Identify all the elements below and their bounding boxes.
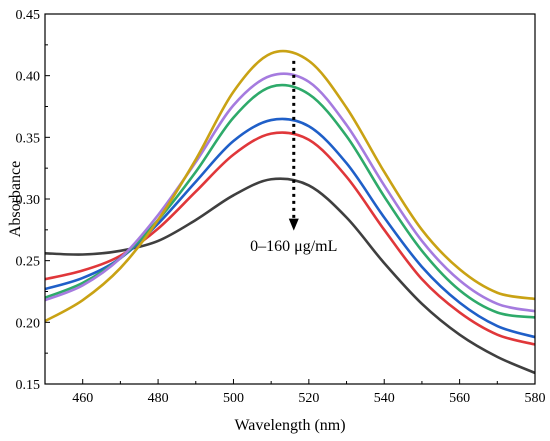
y-axis-title: Absorbance — [7, 161, 24, 237]
series-layer — [44, 49, 536, 375]
x-axis: 460 480 500 520 540 560 580 — [44, 379, 546, 406]
x-tick-label: 540 — [374, 391, 395, 406]
x-tick-label: 460 — [72, 391, 93, 406]
annotation-label: 0–160 μg/mL — [250, 238, 337, 255]
series-line-3 — [44, 117, 536, 339]
plot-frame — [44, 13, 536, 385]
x-axis-title: Wavelength (nm) — [234, 417, 345, 434]
y-tick-label: 0.35 — [16, 131, 41, 146]
series-line-1 — [44, 177, 536, 375]
y-tick-label: 0.40 — [16, 70, 41, 85]
x-tick-label: 500 — [223, 391, 244, 406]
y-tick-label: 0.45 — [16, 8, 41, 23]
y-axis: 0.15 0.20 0.25 0.30 0.35 0.40 0.45 — [16, 8, 50, 393]
annotation-arrowhead — [288, 218, 299, 231]
x-tick-label: 520 — [298, 391, 319, 406]
y-tick-label: 0.15 — [16, 378, 41, 393]
y-tick-label: 0.30 — [16, 193, 41, 208]
x-tick-label: 480 — [148, 391, 169, 406]
series-line-5 — [44, 72, 536, 313]
series-line-6 — [44, 49, 536, 323]
annotation: 0–160 μg/mL — [250, 60, 337, 255]
y-tick-label: 0.25 — [16, 255, 41, 270]
y-tick-label: 0.20 — [16, 316, 41, 331]
x-tick-label: 580 — [525, 391, 546, 406]
x-tick-label: 560 — [449, 391, 470, 406]
